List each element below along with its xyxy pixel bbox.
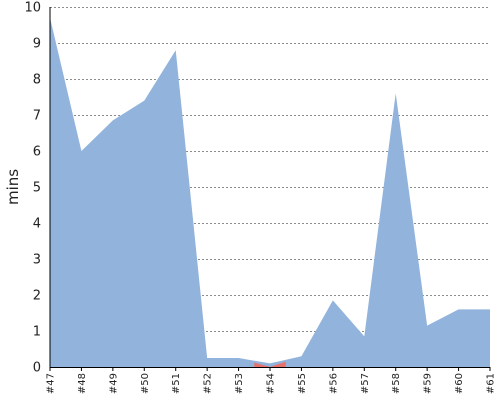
y-tick-label: 2 (33, 289, 41, 304)
x-tick-label: #51 (171, 373, 182, 394)
x-tick-label: #49 (108, 373, 119, 394)
y-tick-label: 9 (33, 37, 41, 52)
x-tick-label: #61 (486, 373, 497, 394)
x-tick-label: #59 (423, 373, 434, 394)
y-tick-label: 3 (33, 253, 41, 268)
x-tick-labels: #47 #48 #49 #50 #51 #52 #53 #54 #55 #56 #57 #58 #59 #… (46, 367, 497, 394)
x-tick-label: #60 (454, 373, 465, 394)
y-tick-label: 1 (33, 325, 41, 340)
x-tick-label: #47 (46, 373, 57, 394)
y-tick-label: 8 (33, 73, 41, 88)
x-tick-label: #53 (234, 373, 245, 394)
series-area (50, 17, 490, 368)
y-tick-label: 7 (33, 109, 41, 124)
x-tick-label: #55 (297, 373, 308, 394)
y-tick-label: 0 (33, 361, 41, 376)
x-tick-label: #50 (140, 373, 151, 394)
x-tick-label: #57 (360, 373, 371, 394)
series-area-fill (50, 17, 490, 368)
x-tick-label: #58 (391, 373, 402, 394)
x-tick-label: #52 (203, 373, 214, 394)
x-tick-label: #54 (266, 373, 277, 394)
x-tick-label: #56 (328, 373, 339, 394)
y-tick-label: 6 (33, 145, 41, 160)
y-tick-label: 4 (33, 217, 41, 232)
y-axis-label: mins (4, 169, 22, 205)
highlight-area (254, 361, 286, 367)
y-tick-label: 5 (33, 181, 41, 196)
x-tick-label: #48 (77, 373, 88, 394)
y-tick-label: 10 (24, 1, 41, 16)
y-tick-labels: 0 1 2 3 4 5 6 7 8 9 10 (24, 1, 41, 376)
